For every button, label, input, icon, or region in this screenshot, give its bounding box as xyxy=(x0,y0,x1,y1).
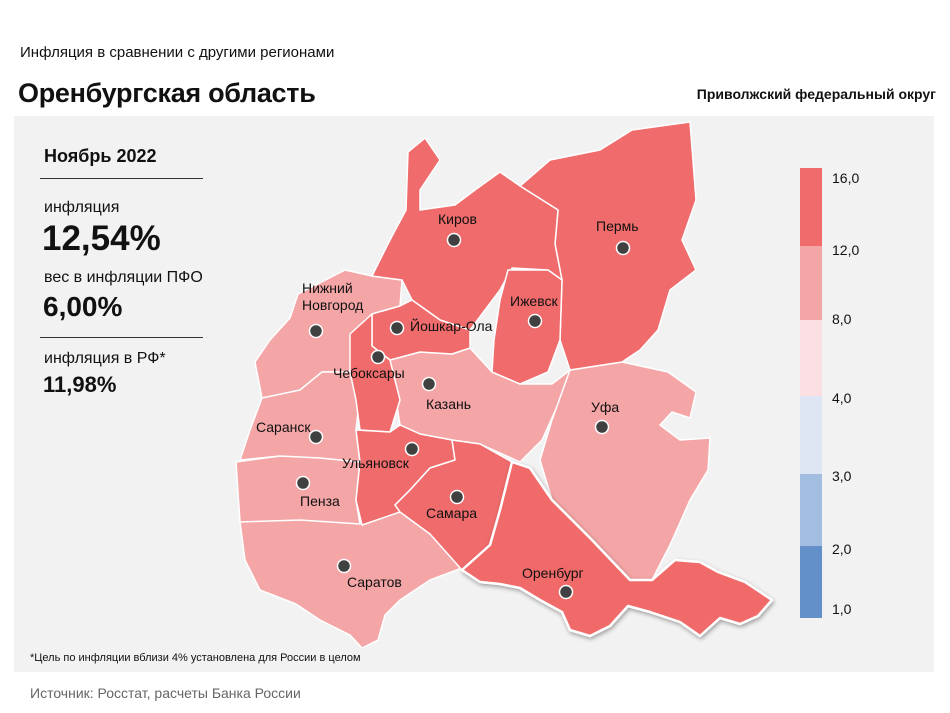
legend-swatch xyxy=(800,396,822,474)
source-note: Источник: Росстат, расчеты Банка России xyxy=(30,685,301,701)
city-label-orenburg: Оренбург xyxy=(522,565,584,581)
city-label-cheboksary: Чебоксары xyxy=(333,365,405,381)
city-dot-ulyanovsk[interactable] xyxy=(404,441,420,457)
city-label-penza: Пенза xyxy=(300,493,340,509)
divider xyxy=(40,337,203,338)
city-dot-kazan[interactable] xyxy=(421,376,437,392)
city-dot-penza[interactable] xyxy=(295,475,311,491)
city-label-nn-1: Нижний xyxy=(302,280,353,296)
legend-swatch xyxy=(800,320,822,396)
city-label-saransk: Саранск xyxy=(256,419,311,435)
city-label-yoshkar-ola: Йошкар-Ола xyxy=(410,317,493,334)
rf-inflation-label: инфляция в РФ* xyxy=(44,350,166,367)
city-dot-izhevsk[interactable] xyxy=(527,313,543,329)
city-dot-yoshkar-ola[interactable] xyxy=(389,320,405,336)
district-name: Приволжский федеральный округ xyxy=(696,86,936,102)
city-dot-cheboksary[interactable] xyxy=(370,349,386,365)
legend-swatch xyxy=(800,246,822,320)
city-dot-perm[interactable] xyxy=(615,240,631,256)
legend-tick: 8,0 xyxy=(832,311,852,327)
city-dot-ufa[interactable] xyxy=(594,419,610,435)
legend-tick: 12,0 xyxy=(832,242,860,258)
city-dot-nizhny-novgorod[interactable] xyxy=(308,323,324,339)
city-label-samara: Самара xyxy=(426,505,477,521)
inflation-value: 12,54% xyxy=(42,219,161,258)
region-orenburg[interactable] xyxy=(460,460,774,638)
city-dot-orenburg[interactable] xyxy=(558,584,574,600)
legend-swatch xyxy=(800,546,822,618)
color-legend: 16,0 12,0 8,0 4,0 3,0 2,0 1,0 xyxy=(800,168,880,620)
city-dot-saransk[interactable] xyxy=(308,429,324,445)
region-udmurtia[interactable] xyxy=(491,269,563,385)
legend-swatch xyxy=(800,474,822,546)
city-dot-kirov[interactable] xyxy=(446,232,462,248)
rf-inflation-value: 11,98% xyxy=(43,372,117,397)
divider xyxy=(40,178,203,179)
city-label-kazan: Казань xyxy=(426,396,471,412)
legend-tick: 16,0 xyxy=(832,170,860,186)
region-chuvashia[interactable] xyxy=(349,313,401,433)
inflation-label: инфляция xyxy=(44,199,120,216)
city-label-nn-2: Новгород xyxy=(302,297,363,313)
weight-value: 6,00% xyxy=(43,291,123,322)
city-label-saratov: Саратов xyxy=(347,574,402,590)
city-label-perm: Пермь xyxy=(596,218,639,234)
city-dot-samara[interactable] xyxy=(449,489,465,505)
city-label-ufa: Уфа xyxy=(591,399,619,415)
period-label: Ноябрь 2022 xyxy=(44,146,157,166)
legend-tick: 1,0 xyxy=(832,601,852,617)
legend-tick: 4,0 xyxy=(832,390,852,406)
weight-label: вес в инфляции ПФО xyxy=(44,269,203,286)
footnote: *Цель по инфляции вблизи 4% установлена … xyxy=(30,652,361,664)
legend-tick: 3,0 xyxy=(832,468,852,484)
city-label-kirov: Киров xyxy=(438,211,477,227)
stats-panel: Ноябрь 2022 инфляция 12,54% вес в инфляц… xyxy=(40,146,205,398)
city-label-izhevsk: Ижевск xyxy=(510,293,558,309)
city-label-ulyanovsk: Ульяновск xyxy=(342,455,410,471)
page-subtitle: Инфляция в сравнении с другими регионами xyxy=(20,44,335,61)
legend-tick: 2,0 xyxy=(832,541,852,557)
legend-swatch xyxy=(800,168,822,246)
page-title: Оренбургская область xyxy=(18,78,316,108)
city-dot-saratov[interactable] xyxy=(336,558,352,574)
